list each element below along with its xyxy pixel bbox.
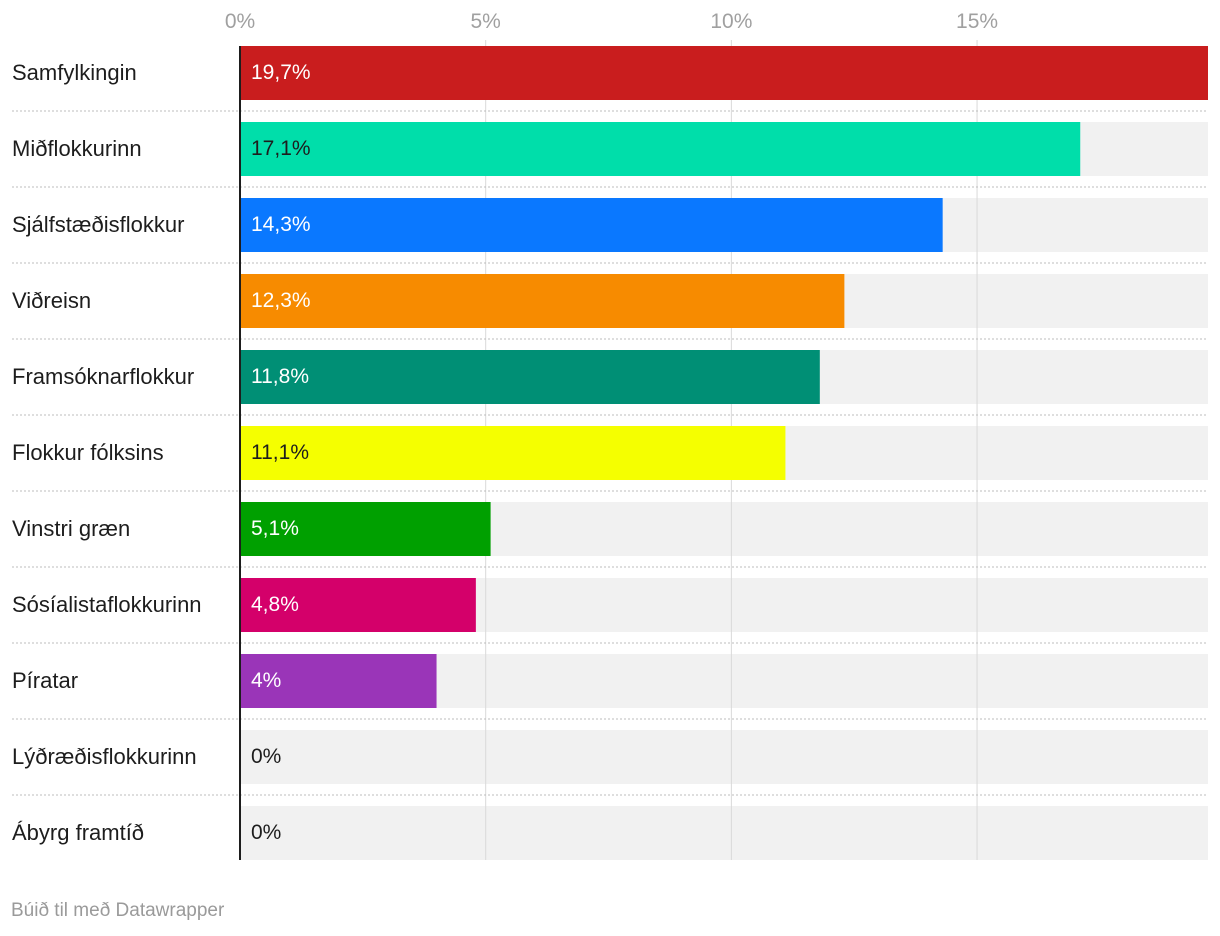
background-bar	[240, 730, 1208, 784]
credit-text[interactable]: Búið til með Datawrapper	[11, 900, 225, 921]
category-label: Viðreisn	[12, 288, 92, 313]
bar	[240, 654, 437, 708]
value-label: 11,8%	[251, 365, 309, 388]
chart-svg	[12, 40, 1208, 860]
category-label: Lýðræðisflokkurinn	[12, 744, 197, 769]
category-label: Sjálfstæðisflokkur	[12, 212, 185, 237]
value-label: 5,1%	[251, 517, 299, 540]
value-label: 0%	[251, 821, 282, 844]
bar	[240, 274, 845, 328]
x-tick-label: 15%	[956, 10, 999, 33]
category-label: Miðflokkurinn	[12, 136, 142, 161]
bar	[240, 578, 476, 632]
x-tick-label: 5%	[470, 10, 501, 33]
category-label: Vinstri græn	[12, 516, 131, 541]
category-label: Flokkur fólksins	[12, 440, 164, 465]
bar	[240, 426, 786, 480]
bar	[240, 198, 943, 252]
value-label: 4,8%	[251, 593, 299, 616]
value-label: 17,1%	[251, 137, 311, 160]
category-label: Samfylkingin	[12, 60, 137, 85]
background-bar	[240, 806, 1208, 860]
x-tick-label: 10%	[710, 10, 753, 33]
value-label: 12,3%	[251, 289, 311, 312]
value-label: 14,3%	[251, 213, 311, 236]
value-label: 0%	[251, 745, 282, 768]
bar	[240, 350, 820, 404]
bar-chart: 0% 5% 10% 15% Samfylkingin 19,7% Miðflokkurinn…	[12, 10, 1208, 860]
value-label: 19,7%	[251, 61, 311, 84]
bar	[240, 46, 1208, 100]
value-label: 4%	[251, 669, 282, 692]
value-label: 11,1%	[251, 441, 309, 464]
bar	[240, 502, 491, 556]
bar	[240, 122, 1081, 176]
category-label: Framsóknarflokkur	[12, 364, 195, 389]
x-tick-label: 0%	[224, 10, 256, 33]
category-label: Píratar	[12, 668, 79, 693]
category-label: Ábyrg framtíð	[12, 820, 145, 845]
category-label: Sósíalistaflokkurinn	[12, 592, 202, 617]
